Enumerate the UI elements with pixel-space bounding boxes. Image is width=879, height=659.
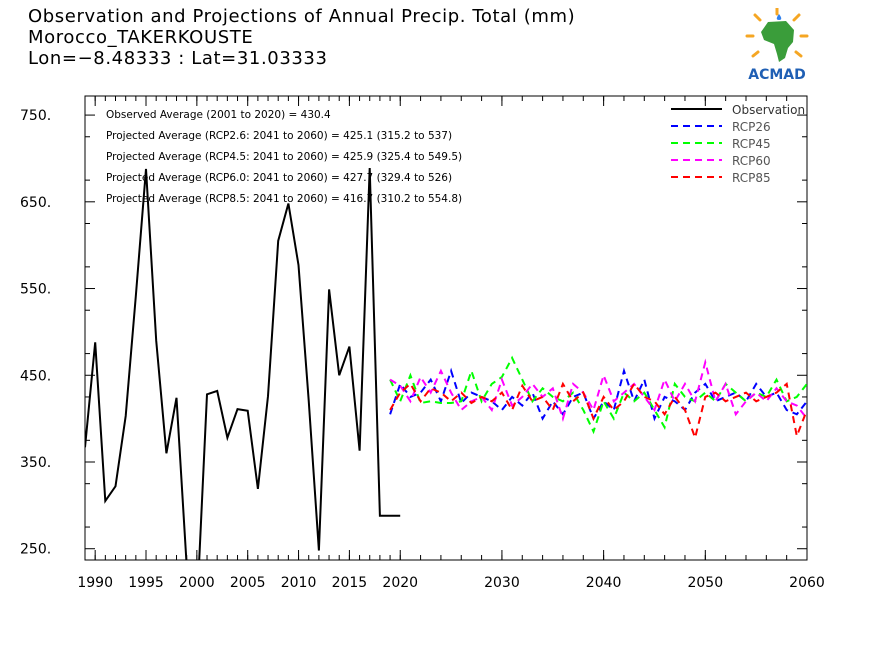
x-tick-label: 1990 [77, 575, 113, 591]
x-tick-label: 2060 [789, 575, 825, 591]
y-tick-label: 450. [20, 368, 51, 384]
legend-label-rcp60: RCP60 [732, 154, 771, 168]
series-line-rcp85 [389, 381, 807, 442]
y-tick-label: 550. [20, 282, 51, 298]
legend-label-rcp45: RCP45 [732, 137, 771, 151]
y-tick-label: 350. [20, 455, 51, 471]
x-tick-label: 2005 [230, 575, 266, 591]
x-tick-label: 2015 [332, 575, 368, 591]
legend-label-rcp85: RCP85 [732, 171, 771, 185]
station-coordinates: Lon=−8.48333 : Lat=31.03333 [28, 48, 328, 69]
x-tick-label: 2040 [586, 575, 622, 591]
annotation-3: Projected Average (RCP6.0: 2041 to 2060)… [106, 172, 452, 184]
acmad-logo: ACMAD [745, 8, 809, 82]
annotation-1: Projected Average (RCP2.6: 2041 to 2060)… [106, 130, 452, 142]
annotation-0: Observed Average (2001 to 2020) = 430.4 [106, 109, 331, 121]
x-tick-label: 2010 [281, 575, 317, 591]
chart-title: Observation and Projections of Annual Pr… [28, 6, 576, 27]
logo-text: ACMAD [748, 67, 806, 82]
x-tick-label: 2000 [179, 575, 215, 591]
legend-label-rcp26: RCP26 [732, 120, 771, 134]
observation-series-line [85, 167, 401, 560]
x-tick-label: 2050 [687, 575, 723, 591]
series-line-rcp60 [389, 358, 807, 422]
x-tick-label: 1995 [128, 575, 164, 591]
chart-header: Observation and Projections of Annual Pr… [28, 6, 575, 69]
y-tick-label: 650. [20, 195, 51, 211]
plot-frame [84, 95, 808, 561]
x-tick-label: 2020 [382, 575, 418, 591]
series-line-rcp26 [389, 367, 807, 422]
annotation-4: Projected Average (RCP8.5: 2041 to 2060)… [106, 193, 462, 205]
y-tick-label: 250. [20, 542, 51, 558]
annotation-2: Projected Average (RCP4.5: 2041 to 2060)… [106, 151, 462, 163]
africa-map-icon [745, 8, 809, 62]
station-name: Morocco_TAKERKOUSTE [28, 27, 254, 48]
x-tick-label: 2030 [484, 575, 520, 591]
y-tick-label: 750. [20, 108, 51, 124]
series-line-rcp45 [389, 355, 807, 435]
legend-label-observation: Observation [732, 103, 805, 117]
